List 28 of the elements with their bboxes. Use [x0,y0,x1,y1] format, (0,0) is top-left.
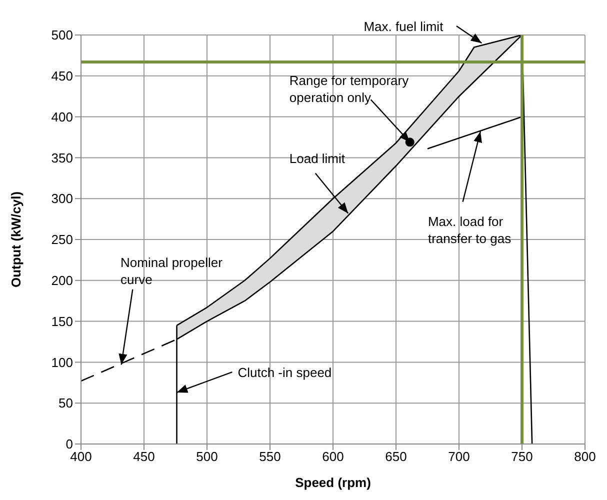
y-tick-label: 150 [51,314,73,329]
y-tick-label: 200 [51,273,73,288]
x-tick-label: 400 [70,449,92,464]
y-axis-title: Output (kW/cyl) [8,191,24,288]
x-tick-label: 600 [322,449,344,464]
x-tick-label: 450 [133,449,155,464]
annotation: Range for temporary operation only [288,72,410,106]
x-axis-title: Speed (rpm) [295,475,371,490]
annotation: Max. fuel limit [362,18,444,35]
y-tick-label: 50 [58,396,73,411]
y-tick-label: 0 [66,436,73,452]
x-tick-label: 750 [511,449,533,464]
y-tick-label: 350 [51,150,73,166]
y-tick-label: 500 [51,28,73,43]
annotation: Max. load for transfer to gas [426,213,512,248]
x-tick-label: 650 [385,449,407,464]
annotation: Nominal propeller curve [120,254,224,288]
x-tick-label: 550 [259,449,281,464]
x-tick-label: 800 [574,449,596,464]
y-tick-label: 400 [51,109,73,124]
x-tick-label: 700 [448,449,470,464]
y-tick-label: 100 [51,354,73,370]
y-tick-label: 250 [51,232,73,248]
x-tick-label: 500 [196,449,218,464]
annotation: Clutch -in speed [236,364,333,381]
y-tick-label: 300 [51,191,73,206]
annotation: Load limit [288,150,346,167]
y-tick-label: 450 [51,68,73,84]
